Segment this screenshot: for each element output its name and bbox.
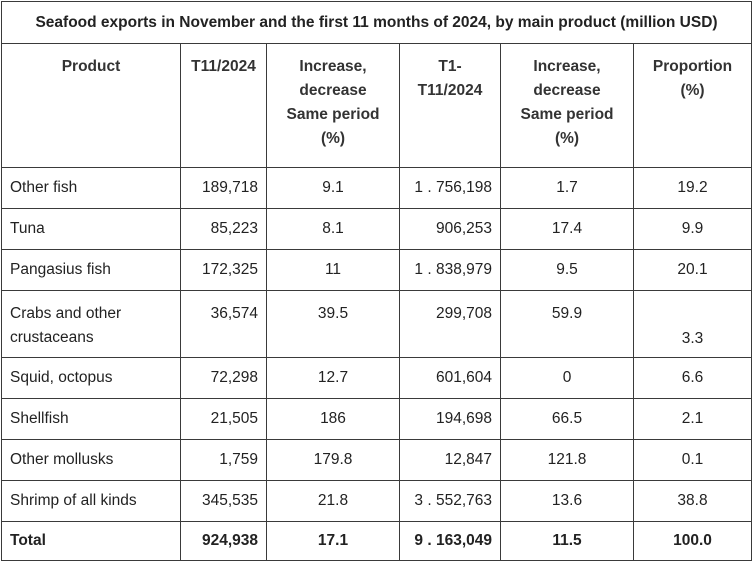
table-row: Pangasius fish 172,325 11 1 . 838,979 9.… bbox=[1, 249, 753, 291]
cell-t11: 172,325 bbox=[180, 249, 267, 291]
cell-t11: 345,535 bbox=[180, 480, 267, 522]
cell-t1-11: 194,698 bbox=[399, 398, 501, 440]
total-proportion: 100.0 bbox=[632, 521, 753, 561]
header-t1-t11-2024: T1- T11/2024 bbox=[399, 43, 501, 168]
table-row: Crabs and other crustaceans 36,574 39.5 … bbox=[1, 290, 753, 358]
header-proportion: Proportion (%) bbox=[632, 43, 753, 168]
total-row: Total 924,938 17.1 9 . 163,049 11.5 100.… bbox=[1, 521, 753, 561]
cell-inc1: 179.8 bbox=[266, 439, 400, 481]
cell-t11: 21,505 bbox=[180, 398, 267, 440]
cell-proportion: 38.8 bbox=[632, 480, 753, 522]
cell-t1-11: 1 . 838,979 bbox=[399, 249, 501, 291]
header-product: Product bbox=[1, 43, 181, 168]
cell-inc1: 12.7 bbox=[266, 357, 400, 399]
cell-proportion: 9.9 bbox=[632, 208, 753, 250]
cell-t1-11: 906,253 bbox=[399, 208, 501, 250]
cell-inc2: 13.6 bbox=[500, 480, 634, 522]
cell-inc1: 9.1 bbox=[266, 167, 400, 209]
cell-inc1: 186 bbox=[266, 398, 400, 440]
cell-proportion: 2.1 bbox=[632, 398, 753, 440]
table-row: Shellfish 21,505 186 194,698 66.5 2.1 bbox=[1, 398, 753, 440]
header-increase-decrease-2: Increase, decrease Same period (%) bbox=[500, 43, 634, 168]
cell-inc1: 39.5 bbox=[266, 290, 400, 358]
table-row: Tuna 85,223 8.1 906,253 17.4 9.9 bbox=[1, 208, 753, 250]
cell-t11: 72,298 bbox=[180, 357, 267, 399]
total-inc1: 17.1 bbox=[266, 521, 400, 561]
cell-inc2: 1.7 bbox=[500, 167, 634, 209]
cell-proportion: 6.6 bbox=[632, 357, 753, 399]
cell-t11: 36,574 bbox=[180, 290, 267, 358]
total-inc2: 11.5 bbox=[500, 521, 634, 561]
cell-inc2: 59.9 bbox=[500, 290, 634, 358]
header-row: Product T11/2024 Increase, decrease Same p… bbox=[1, 43, 753, 168]
total-product: Total bbox=[1, 521, 181, 561]
total-t1-11: 9 . 163,049 bbox=[399, 521, 501, 561]
cell-inc2: 0 bbox=[500, 357, 634, 399]
total-t11: 924,938 bbox=[180, 521, 267, 561]
table-row: Shrimp of all kinds 345,535 21.8 3 . 552… bbox=[1, 480, 753, 522]
header-t11-2024: T11/2024 bbox=[180, 43, 267, 168]
table-row: Other mollusks 1,759 179.8 12,847 121.8 … bbox=[1, 439, 753, 481]
table-row: Other fish 189,718 9.1 1 . 756,198 1.7 1… bbox=[1, 167, 753, 209]
cell-inc1: 11 bbox=[266, 249, 400, 291]
cell-t11: 85,223 bbox=[180, 208, 267, 250]
cell-inc1: 8.1 bbox=[266, 208, 400, 250]
cell-inc2: 17.4 bbox=[500, 208, 634, 250]
cell-t1-11: 601,604 bbox=[399, 357, 501, 399]
cell-inc2: 66.5 bbox=[500, 398, 634, 440]
cell-proportion: 3.3 bbox=[632, 290, 753, 358]
cell-product: Shellfish bbox=[1, 398, 181, 440]
cell-inc2: 121.8 bbox=[500, 439, 634, 481]
cell-product: Squid, octopus bbox=[1, 357, 181, 399]
table-row: Squid, octopus 72,298 12.7 601,604 0 6.6 bbox=[1, 357, 753, 399]
cell-proportion: 19.2 bbox=[632, 167, 753, 209]
cell-t1-11: 1 . 756,198 bbox=[399, 167, 501, 209]
cell-inc1: 21.8 bbox=[266, 480, 400, 522]
cell-product: Tuna bbox=[1, 208, 181, 250]
cell-t1-11: 3 . 552,763 bbox=[399, 480, 501, 522]
cell-t11: 189,718 bbox=[180, 167, 267, 209]
header-increase-decrease-1: Increase, decrease Same period (%) bbox=[266, 43, 400, 168]
cell-proportion: 0.1 bbox=[632, 439, 753, 481]
cell-proportion: 20.1 bbox=[632, 249, 753, 291]
cell-product: Shrimp of all kinds bbox=[1, 480, 181, 522]
cell-product: Crabs and other crustaceans bbox=[1, 290, 181, 358]
table-title: Seafood exports in November and the firs… bbox=[0, 1, 753, 44]
cell-product: Other mollusks bbox=[1, 439, 181, 481]
cell-product: Other fish bbox=[1, 167, 181, 209]
cell-product: Pangasius fish bbox=[1, 249, 181, 291]
cell-t11: 1,759 bbox=[180, 439, 267, 481]
cell-t1-11: 299,708 bbox=[399, 290, 501, 358]
title-row: Seafood exports in November and the firs… bbox=[0, 1, 753, 44]
cell-t1-11: 12,847 bbox=[399, 439, 501, 481]
cell-inc2: 9.5 bbox=[500, 249, 634, 291]
